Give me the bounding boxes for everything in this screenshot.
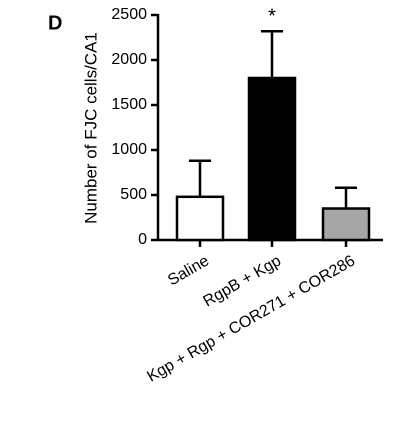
y-tick-label: 1000: [111, 141, 147, 158]
y-axis-label: Number of FJC cells/CA1: [81, 32, 100, 224]
significance-marker: *: [268, 5, 276, 27]
y-tick-label: 500: [120, 186, 147, 203]
y-tick-label: 0: [138, 231, 147, 248]
bar: [321, 207, 371, 242]
x-tick-label: Saline: [165, 252, 212, 289]
bar: [247, 76, 297, 242]
y-tick-label: 2500: [111, 6, 147, 23]
y-tick-label: 1500: [111, 96, 147, 113]
bar: [175, 195, 225, 242]
y-tick-label: 2000: [111, 51, 147, 68]
panel-label: D: [48, 12, 62, 34]
